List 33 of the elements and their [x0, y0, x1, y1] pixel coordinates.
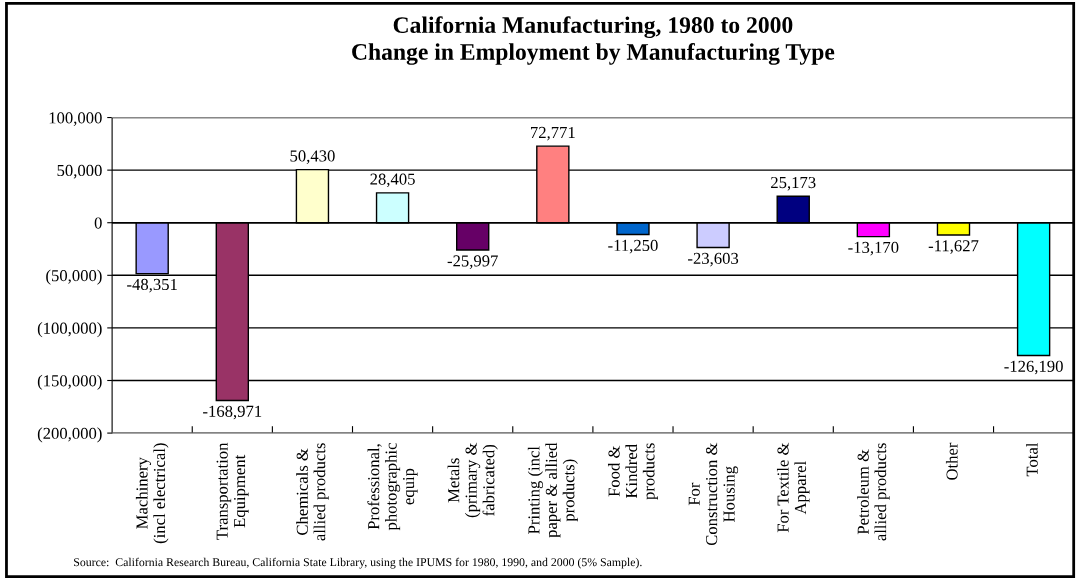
- data-label: -126,190: [1004, 360, 1063, 375]
- data-label: -11,250: [608, 239, 658, 254]
- x-tick-label: Transportation Equipment: [216, 442, 249, 540]
- y-tick-label: 50,000: [57, 164, 102, 179]
- x-tick-label: Petroleum & allied products: [857, 443, 890, 541]
- data-label: 25,173: [771, 176, 816, 191]
- y-tick-label: 100,000: [49, 112, 102, 126]
- data-label: -48,351: [127, 278, 177, 293]
- source-note: Source: California Research Bureau, California State Library, using the IPUMS for 1980, 1990, and 2000 (5% Sample).: [74, 557, 642, 569]
- x-tick-label: For Textile & Apparel: [776, 442, 810, 533]
- y-tick-label: 0: [94, 217, 102, 229]
- x-tick-label: Food & Kindred products: [607, 443, 658, 500]
- x-tick-label: For Construction & Housing: [688, 442, 739, 546]
- x-tick-label: Professional, photographic equip: [367, 443, 418, 531]
- x-tick-label: Machinery (incl electrical): [135, 443, 169, 544]
- data-label: 72,771: [531, 126, 575, 141]
- data-label: 50,430: [290, 150, 335, 164]
- x-tick-label: Metals (primary & fabricated): [447, 442, 498, 518]
- y-tick-label: (200,000): [37, 427, 102, 443]
- data-label: -13,170: [848, 241, 899, 256]
- data-label: -23,603: [688, 252, 739, 267]
- x-tick-label: Printing (incl paper & allied products): [527, 442, 578, 538]
- x-tick-label: Other: [945, 442, 958, 480]
- data-label: 28,405: [370, 173, 415, 188]
- x-tick-label: Total: [1026, 442, 1038, 477]
- y-tick-label: (150,000): [37, 374, 102, 390]
- x-tick-label: Chemicals & allied products: [296, 443, 329, 541]
- chart-title: California Manufacturing, 1980 to 2000 Change in Employment by Manufacturing Type: [352, 16, 835, 65]
- data-label: -168,971: [203, 405, 262, 420]
- data-label: -25,997: [447, 255, 498, 269]
- y-tick-label: (100,000): [37, 322, 102, 338]
- data-label: -11,627: [928, 240, 979, 254]
- y-tick-label: (50,000): [46, 269, 102, 285]
